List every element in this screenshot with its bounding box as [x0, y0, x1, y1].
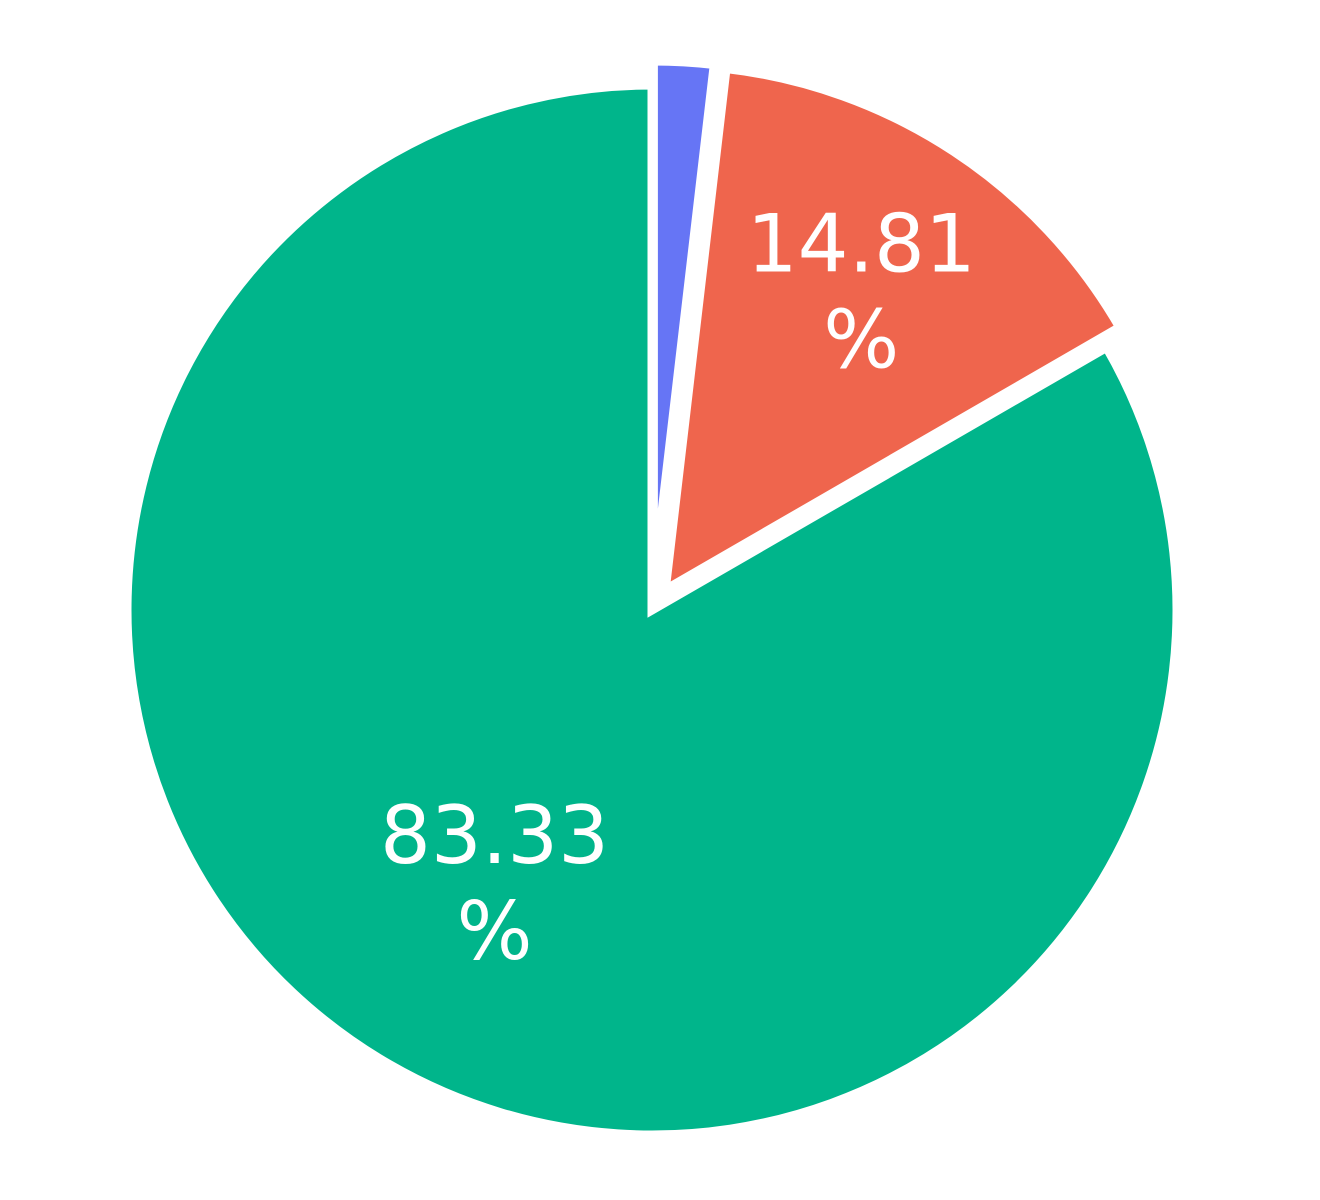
pie-slice-label-line: 83.33 — [380, 789, 609, 882]
pie-slices — [122, 56, 1182, 1140]
pie-slice-label-1: 14.81% — [747, 198, 976, 387]
pie-slice-2 — [122, 80, 1182, 1140]
pie-slice-1 — [659, 63, 1126, 599]
pie-slice-label-line: 14.81 — [747, 198, 976, 291]
pie-slice-label-line: % — [823, 294, 899, 387]
pie-slice-label-2: 83.33% — [380, 789, 609, 978]
pie-slice-label-line: % — [457, 885, 533, 978]
pie-slice-0 — [648, 56, 720, 587]
pie-labels: 14.81 %83.33% — [380, 198, 976, 978]
